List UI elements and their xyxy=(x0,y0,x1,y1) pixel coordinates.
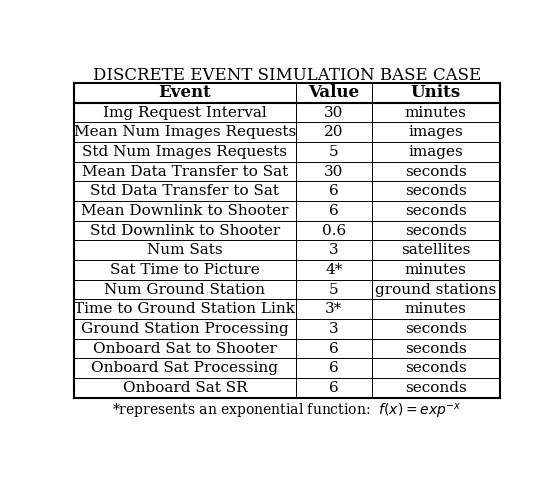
Text: 30: 30 xyxy=(324,106,343,120)
Text: Time to Ground Station Link: Time to Ground Station Link xyxy=(74,302,296,316)
Text: 3*: 3* xyxy=(325,302,342,316)
Text: 6: 6 xyxy=(329,204,339,218)
Text: 6: 6 xyxy=(329,361,339,375)
Text: 0.6: 0.6 xyxy=(321,224,346,238)
Text: 6: 6 xyxy=(329,342,339,356)
Text: 20: 20 xyxy=(324,125,343,139)
Text: 4*: 4* xyxy=(325,263,343,277)
Text: Mean Data Transfer to Sat: Mean Data Transfer to Sat xyxy=(82,164,288,179)
Text: Mean Downlink to Shooter: Mean Downlink to Shooter xyxy=(81,204,288,218)
Text: Mean Num Images Requests: Mean Num Images Requests xyxy=(74,125,296,139)
Text: 3: 3 xyxy=(329,322,339,336)
Text: 3: 3 xyxy=(329,243,339,257)
Text: 5: 5 xyxy=(329,145,339,159)
Text: Value: Value xyxy=(308,85,360,101)
Text: Std Data Transfer to Sat: Std Data Transfer to Sat xyxy=(90,185,279,198)
Text: ground stations: ground stations xyxy=(375,282,497,297)
Text: *represents an exponential function:  $f(x) = exp^{-x}$: *represents an exponential function: $f(… xyxy=(112,402,462,421)
Text: Sat Time to Picture: Sat Time to Picture xyxy=(110,263,260,277)
Text: Img Request Interval: Img Request Interval xyxy=(103,106,267,120)
Text: 5: 5 xyxy=(329,282,339,297)
Text: images: images xyxy=(408,125,463,139)
Text: images: images xyxy=(408,145,463,159)
Text: Num Sats: Num Sats xyxy=(147,243,223,257)
Text: Onboard Sat to Shooter: Onboard Sat to Shooter xyxy=(93,342,277,356)
Text: Ground Station Processing: Ground Station Processing xyxy=(81,322,289,336)
Text: Num Ground Station: Num Ground Station xyxy=(104,282,265,297)
Text: seconds: seconds xyxy=(405,322,466,336)
Text: 30: 30 xyxy=(324,164,343,179)
Text: minutes: minutes xyxy=(405,263,467,277)
Text: seconds: seconds xyxy=(405,361,466,375)
Text: Std Downlink to Shooter: Std Downlink to Shooter xyxy=(90,224,280,238)
Text: 6: 6 xyxy=(329,381,339,395)
Text: seconds: seconds xyxy=(405,164,466,179)
Text: satellites: satellites xyxy=(401,243,470,257)
Text: minutes: minutes xyxy=(405,302,467,316)
Text: seconds: seconds xyxy=(405,381,466,395)
Text: DISCRETE EVENT SIMULATION BASE CASE: DISCRETE EVENT SIMULATION BASE CASE xyxy=(93,66,481,84)
Text: Std Num Images Requests: Std Num Images Requests xyxy=(82,145,287,159)
Text: Units: Units xyxy=(411,85,461,101)
Text: seconds: seconds xyxy=(405,185,466,198)
Text: Onboard Sat SR: Onboard Sat SR xyxy=(123,381,247,395)
Text: seconds: seconds xyxy=(405,342,466,356)
Text: Event: Event xyxy=(158,85,211,101)
Text: seconds: seconds xyxy=(405,224,466,238)
Text: minutes: minutes xyxy=(405,106,467,120)
Text: Onboard Sat Processing: Onboard Sat Processing xyxy=(91,361,278,375)
Text: 6: 6 xyxy=(329,185,339,198)
Text: seconds: seconds xyxy=(405,204,466,218)
